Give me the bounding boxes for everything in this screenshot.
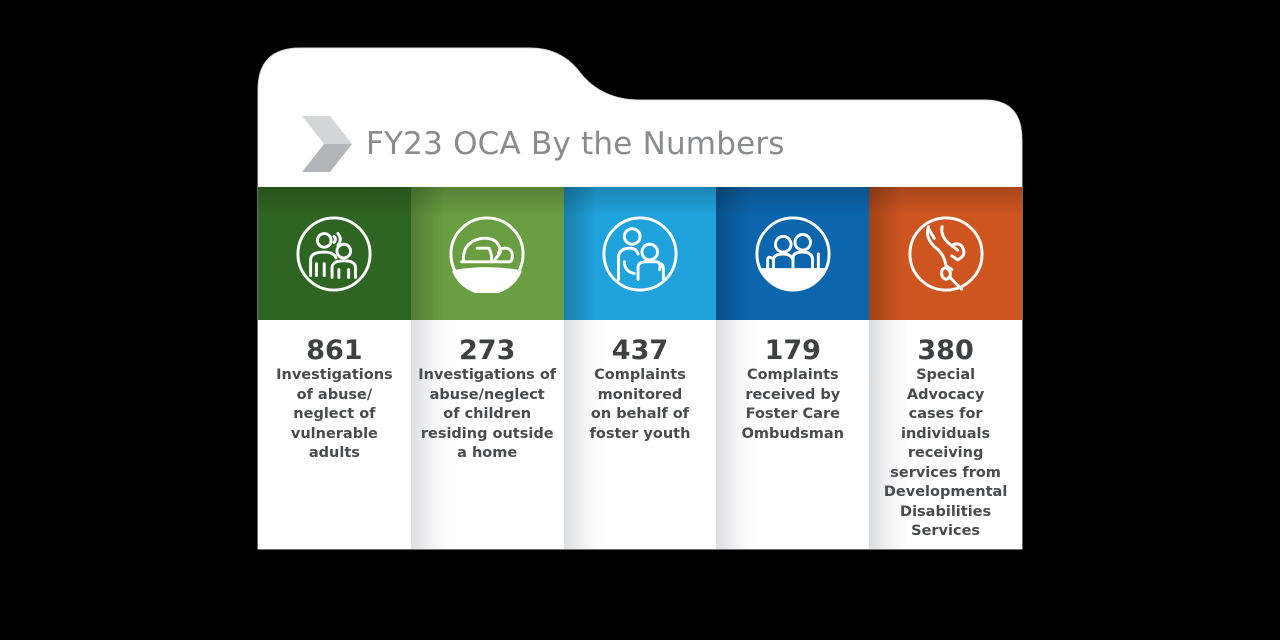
stat-column-ombudsman-complaints: 179 Complaints received by Foster Care O…	[716, 187, 870, 549]
stat-column-children-outside-home: 273 Investigations of abuse/neglect of c…	[410, 187, 564, 549]
chevron-right-icon	[302, 116, 352, 172]
helping-hands-icon	[908, 215, 984, 292]
stat-value: 179	[764, 335, 821, 366]
stat-label: Investigations of abuse/ neglect of vuln…	[276, 367, 393, 461]
page-title: FY23 OCA By the Numbers	[366, 126, 785, 162]
stat-column-foster-youth-complaints: 437 Complaints monitored on behalf of fo…	[563, 187, 717, 549]
stat-value: 437	[611, 335, 669, 366]
stat-label: Investigations of abuse/neglect of child…	[418, 367, 557, 461]
stat-body: 273 Investigations of abuse/neglect of c…	[410, 320, 564, 549]
stat-label: Complaints received by Foster Care Ombud…	[741, 367, 844, 442]
person-curled-up-icon	[449, 215, 525, 293]
two-people-at-table-icon	[755, 215, 831, 292]
stat-body: 179 Complaints received by Foster Care O…	[716, 320, 870, 549]
stats-grid: 861 Investigations of abuse/ neglect of …	[258, 187, 1022, 549]
stat-column-vulnerable-adults: 861 Investigations of abuse/ neglect of …	[258, 187, 411, 549]
stat-body: 437 Complaints monitored on behalf of fo…	[563, 320, 717, 549]
header: FY23 OCA By the Numbers	[300, 116, 785, 172]
icon-band	[563, 187, 717, 320]
stat-value: 380	[917, 335, 974, 366]
stat-label: Complaints monitored on behalf of foster…	[589, 367, 691, 442]
adult-comforting-child-icon	[602, 215, 678, 292]
stat-body: 380 Special Advocacy cases for individua…	[869, 320, 1022, 549]
stat-value: 861	[306, 335, 363, 366]
icon-band	[716, 187, 870, 320]
stat-value: 273	[459, 335, 516, 366]
stat-column-special-advocacy: 380 Special Advocacy cases for individua…	[869, 187, 1022, 549]
icon-band	[258, 187, 411, 320]
two-people-talking-icon	[296, 215, 372, 292]
icon-band	[410, 187, 564, 320]
stat-body: 861 Investigations of abuse/ neglect of …	[258, 320, 411, 549]
icon-band	[869, 187, 1022, 320]
stat-label: Special Advocacy cases for individuals r…	[883, 367, 1008, 539]
